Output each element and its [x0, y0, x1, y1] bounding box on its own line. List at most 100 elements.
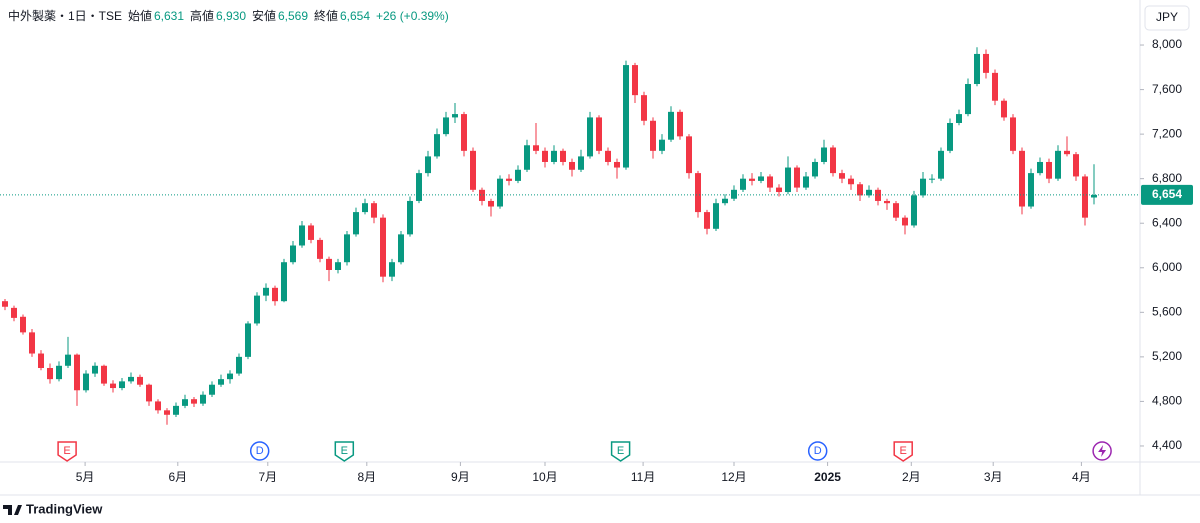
event-icon: [1098, 445, 1107, 457]
candle-body: [776, 187, 782, 193]
candle-body: [236, 356, 242, 374]
brand: TradingView: [26, 501, 103, 516]
candle-body: [209, 384, 215, 395]
candle-body: [497, 178, 503, 207]
candle-body: [74, 354, 80, 391]
y-tick-label: 4,400: [1152, 438, 1182, 452]
candle-body: [812, 161, 818, 177]
event-label: E: [900, 445, 907, 457]
candle-body: [686, 136, 692, 174]
candle-body: [731, 189, 737, 199]
candle-body: [20, 316, 26, 333]
candle-body: [605, 150, 611, 162]
event-label: D: [256, 445, 264, 457]
candle-body: [641, 95, 647, 121]
candle-body: [569, 161, 575, 170]
y-tick-label: 6,400: [1152, 215, 1182, 229]
currency-button[interactable]: [1144, 5, 1190, 31]
candle-body: [596, 117, 602, 151]
candle-body: [713, 203, 719, 229]
x-tick-label: 10月: [532, 470, 557, 484]
candle-body: [920, 178, 926, 196]
candle-body: [470, 150, 476, 190]
candle-body: [83, 373, 89, 391]
candle-body: [317, 239, 323, 259]
candle-body: [146, 384, 152, 402]
last-price-tag: [1141, 184, 1193, 205]
event-marker[interactable]: [1092, 441, 1112, 461]
candle-body: [1019, 150, 1025, 207]
x-tick-label: 4月: [1072, 470, 1091, 484]
event-marker[interactable]: E: [57, 441, 77, 462]
event-marker[interactable]: D: [249, 441, 270, 461]
event-shape: [807, 441, 828, 461]
candle-body: [578, 156, 584, 170]
y-tick-label: 7,600: [1152, 82, 1182, 96]
candle-body: [11, 307, 17, 318]
candle-body: [767, 176, 773, 188]
candle-body: [650, 120, 656, 151]
candle-body: [992, 72, 998, 101]
event-marker[interactable]: E: [610, 441, 631, 462]
candle-body: [551, 150, 557, 162]
candle-body: [866, 189, 872, 196]
candle-body: [461, 114, 467, 151]
candle-body: [839, 173, 845, 179]
x-tick-label: 7月: [258, 470, 277, 484]
candle-body: [533, 145, 539, 151]
x-tick-label: 5月: [76, 470, 95, 484]
candle-body: [803, 176, 809, 188]
candle-body: [353, 212, 359, 235]
candle-body: [848, 178, 854, 185]
candle-body: [875, 189, 881, 201]
candle-body: [362, 203, 368, 213]
event-shape: [249, 441, 270, 461]
x-tick-label: 11月: [631, 470, 655, 484]
candle-body: [1010, 117, 1016, 151]
currency[interactable]: JPY: [1156, 10, 1178, 24]
candle-body: [623, 65, 629, 168]
candle-body: [884, 200, 890, 204]
candle-body: [389, 262, 395, 277]
candle-body: [587, 117, 593, 157]
candle-body: [893, 203, 899, 218]
candle-body: [218, 379, 224, 385]
candle-body: [560, 150, 566, 162]
candle-body: [902, 217, 908, 226]
symbol: 中外製薬・1日・TSE: [8, 8, 122, 23]
header-open-label: 始値: [128, 8, 152, 23]
candle-body: [416, 173, 422, 201]
header-change: +26 (+0.39%): [376, 9, 449, 23]
event-marker[interactable]: E: [893, 441, 913, 462]
candle-body: [290, 245, 296, 263]
y-tick-label: 8,000: [1152, 37, 1182, 51]
candle-body: [974, 53, 980, 85]
candle-body: [2, 301, 8, 307]
candle-body: [47, 368, 53, 380]
candle-body: [308, 225, 314, 240]
candle-body: [29, 332, 35, 354]
candle-body: [749, 178, 755, 181]
candle-body: [344, 234, 350, 263]
candle-body: [857, 184, 863, 196]
y-tick-label: 6,800: [1152, 171, 1182, 185]
x-tick-label: 3月: [984, 470, 1003, 484]
candle-body: [137, 376, 143, 385]
x-tick-label: 12月: [721, 470, 746, 484]
candle-body: [479, 189, 485, 201]
header-low-label: 安値: [252, 8, 276, 23]
candle-body: [299, 225, 305, 246]
candle-body: [38, 353, 44, 369]
candle-body: [677, 111, 683, 137]
candle-body: [938, 150, 944, 179]
event-shape: [57, 441, 77, 462]
event-marker[interactable]: E: [334, 441, 355, 462]
candle-body: [506, 178, 512, 181]
header-close: 6,654: [340, 9, 370, 23]
candle-body: [272, 287, 278, 302]
candle-body: [281, 262, 287, 302]
candle-body: [245, 323, 251, 357]
candle-body: [1091, 194, 1097, 198]
event-marker[interactable]: D: [807, 441, 828, 461]
